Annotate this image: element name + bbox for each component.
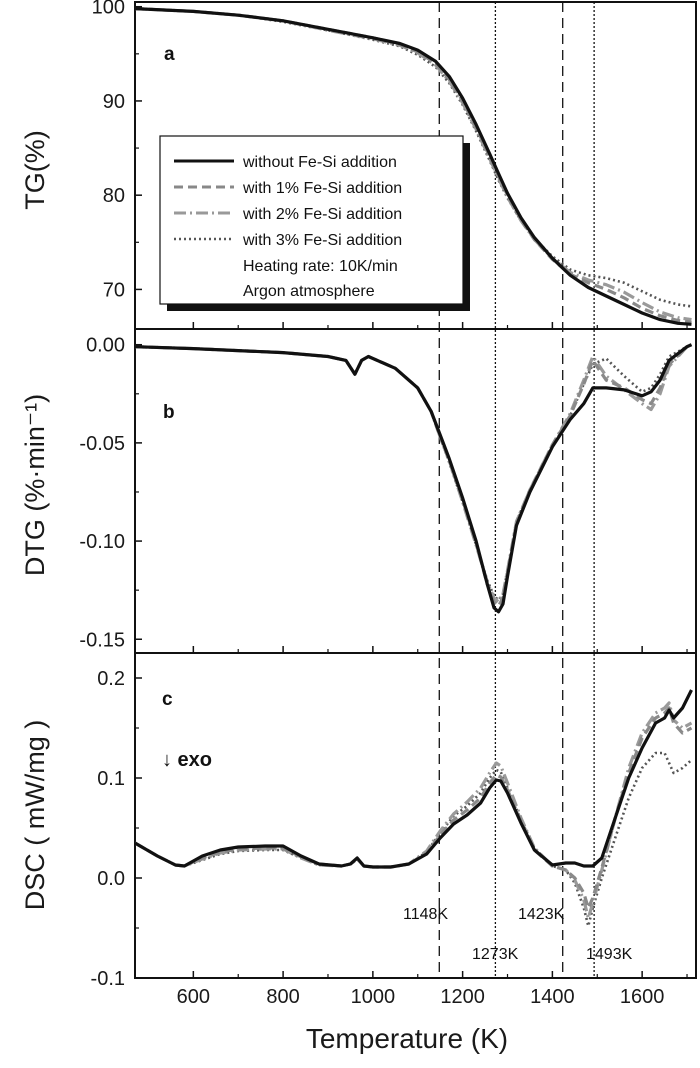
legend: without Fe-Si addition with 1% Fe-Si add… xyxy=(159,135,470,311)
ticks-layer: 70 80 90 100 0.00 -0.05 -0.10 -0.15 -0.1 0.0 0.1 0.… xyxy=(79,0,688,1008)
panel-a-ytick-label: 80 xyxy=(103,185,125,207)
panel-c-ytick-label: 0.2 xyxy=(97,668,125,690)
panel-b-ylabel-text: DTG (%·min⁻¹) xyxy=(20,394,50,576)
panel-a-series-solid xyxy=(135,7,692,326)
series-layer xyxy=(135,7,693,928)
exo-annotation: ↓ exo xyxy=(162,749,212,771)
panel-c-ytick-label: 0.0 xyxy=(97,868,125,890)
annot-1273k: 1273K xyxy=(472,946,519,963)
legend-box xyxy=(159,135,464,305)
panel-c-series-dashdot xyxy=(135,701,693,920)
panel-c-ylabel: DSC ( mW/mg ) xyxy=(20,720,50,910)
panel-b-ytick-label: -0.15 xyxy=(79,629,125,651)
panel-c-series-dotted xyxy=(135,751,693,928)
panel-b-ylabel: DTG (%·min⁻¹) xyxy=(20,394,50,576)
x-tick-label: 600 xyxy=(177,986,210,1008)
panel-c-series-dashed xyxy=(135,706,693,910)
panel-b-ytick-label: 0.00 xyxy=(86,335,125,357)
x-tick-label: 1200 xyxy=(440,986,485,1008)
panel-c-frame xyxy=(134,652,697,979)
legend-entry-0: without Fe-Si addition xyxy=(242,154,397,171)
legend-entry-1: with 1% Fe-Si addition xyxy=(242,180,402,197)
panel-c-ytick-label: 0.1 xyxy=(97,768,125,790)
panel-a-ytick-label: 70 xyxy=(103,279,125,301)
panel-a-label: a xyxy=(164,44,175,65)
panel-b-series-solid xyxy=(135,343,693,614)
panel-b-ytick-label: -0.05 xyxy=(79,433,125,455)
panel-b-ytick-label: -0.10 xyxy=(79,531,125,553)
panel-b-label: b xyxy=(163,402,175,423)
x-tick-label: 1000 xyxy=(351,986,396,1008)
legend-entry-2: with 2% Fe-Si addition xyxy=(242,206,402,223)
panel-c-series-solid xyxy=(135,689,693,869)
annot-1423k: 1423K xyxy=(518,906,565,923)
x-tick-label: 800 xyxy=(266,986,299,1008)
x-tick-label: 1600 xyxy=(620,986,665,1008)
x-tick-label: 1400 xyxy=(530,986,575,1008)
panel-c-ytick-label: -0.1 xyxy=(91,968,125,990)
panel-c-label: c xyxy=(162,689,173,710)
panel-a-ylabel: TG(%) xyxy=(20,130,50,209)
annot-1148k: 1148K xyxy=(403,906,448,923)
panel-a-ytick-label: 90 xyxy=(103,91,125,113)
legend-entry-3: with 3% Fe-Si addition xyxy=(242,232,402,249)
x-axis-label: Temperature (K) xyxy=(306,1023,508,1054)
panel-b-frame xyxy=(134,328,697,654)
annot-1493k: 1493K xyxy=(586,946,633,963)
legend-note-atmosphere: Argon atmosphere xyxy=(243,283,375,300)
panel-a-ytick-label: 100 xyxy=(92,0,125,19)
legend-note-heating-rate: Heating rate: 10K/min xyxy=(243,258,398,275)
